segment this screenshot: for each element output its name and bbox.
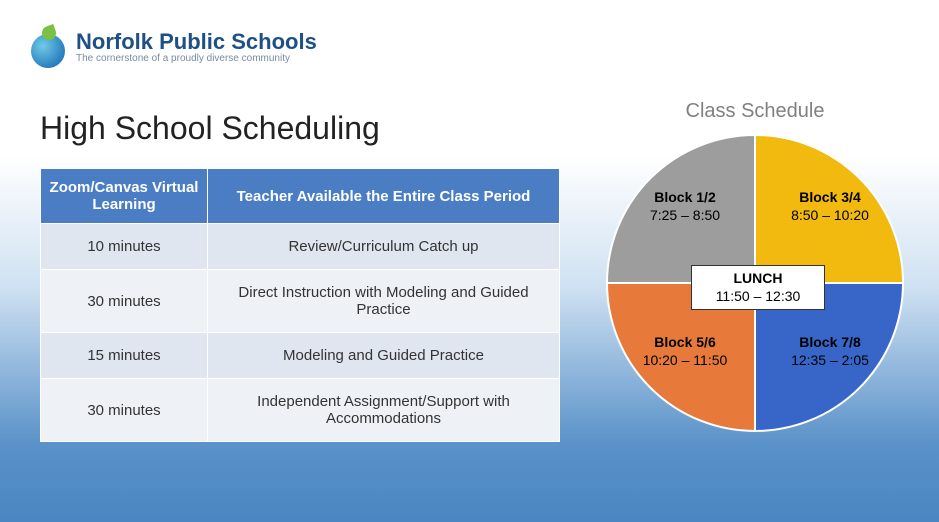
table-cell: 15 minutes <box>41 333 208 379</box>
pie-label-time: 10:20 – 11:50 <box>643 352 728 368</box>
org-name: Norfolk Public Schools <box>76 31 317 53</box>
slide: Norfolk Public Schools The cornerstone o… <box>0 0 939 522</box>
lunch-box: LUNCH 11:50 – 12:30 <box>691 265 825 310</box>
pie-wrap: Block 1/2 7:25 – 8:50 Block 3/4 8:50 – 1… <box>605 133 905 433</box>
table-cell: 30 minutes <box>41 379 208 442</box>
table-cell: Review/Curriculum Catch up <box>208 224 560 270</box>
org-tagline: The cornerstone of a proudly diverse com… <box>76 53 317 65</box>
page-title: High School Scheduling <box>40 110 380 147</box>
class-schedule-chart: Class Schedule Block 1/2 7:25 – 8:50 Blo… <box>595 100 915 433</box>
pie-label-block34: Block 3/4 8:50 – 10:20 <box>770 188 890 224</box>
table-header-col2: Teacher Available the Entire Class Perio… <box>208 169 560 224</box>
table-cell: Modeling and Guided Practice <box>208 333 560 379</box>
table-header-col1: Zoom/Canvas Virtual Learning <box>41 169 208 224</box>
lunch-label: LUNCH <box>734 270 783 286</box>
pie-label-time: 7:25 – 8:50 <box>650 207 720 223</box>
table-cell: Direct Instruction with Modeling and Gui… <box>208 270 560 333</box>
table-cell: 10 minutes <box>41 224 208 270</box>
pie-label-block78: Block 7/8 12:35 – 2:05 <box>770 333 890 369</box>
pie-label-time: 12:35 – 2:05 <box>791 352 869 368</box>
table-row: 10 minutes Review/Curriculum Catch up <box>41 224 560 270</box>
chart-title: Class Schedule <box>595 100 915 123</box>
globe-icon <box>28 28 68 68</box>
pie-label-block56: Block 5/6 10:20 – 11:50 <box>625 333 745 369</box>
schedule-table: Zoom/Canvas Virtual Learning Teacher Ava… <box>40 168 560 442</box>
org-logo: Norfolk Public Schools The cornerstone o… <box>28 28 317 68</box>
table-cell: Independent Assignment/Support with Acco… <box>208 379 560 442</box>
table-row: 30 minutes Direct Instruction with Model… <box>41 270 560 333</box>
pie-label-block12: Block 1/2 7:25 – 8:50 <box>625 188 745 224</box>
table-row: 15 minutes Modeling and Guided Practice <box>41 333 560 379</box>
table-row: 30 minutes Independent Assignment/Suppor… <box>41 379 560 442</box>
pie-label-name: Block 7/8 <box>799 334 860 350</box>
org-text: Norfolk Public Schools The cornerstone o… <box>76 31 317 65</box>
lunch-time: 11:50 – 12:30 <box>716 288 801 304</box>
pie-label-time: 8:50 – 10:20 <box>791 207 869 223</box>
pie-label-name: Block 1/2 <box>654 189 715 205</box>
table-cell: 30 minutes <box>41 270 208 333</box>
pie-label-name: Block 5/6 <box>654 334 715 350</box>
pie-label-name: Block 3/4 <box>799 189 860 205</box>
